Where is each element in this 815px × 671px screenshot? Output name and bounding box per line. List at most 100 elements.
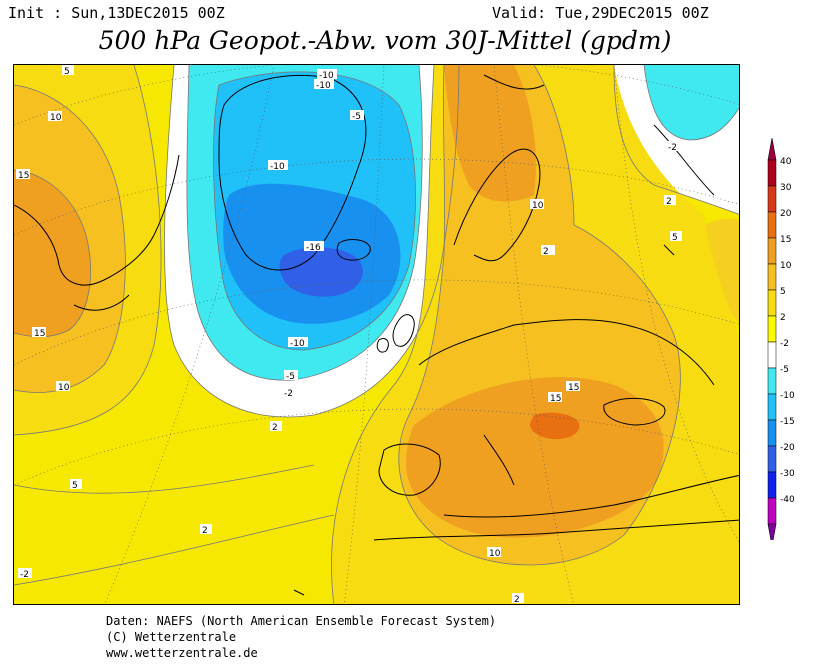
legend-top-arrow (767, 137, 777, 161)
legend-swatch (767, 471, 777, 499)
contour-label: 2 (664, 195, 676, 207)
legend-swatch (767, 315, 777, 343)
coastlines (14, 74, 739, 596)
contour-label: -5 (350, 110, 364, 122)
contour-label: -10 (268, 160, 288, 172)
contour-label: -2 (282, 387, 296, 399)
svg-text:-5: -5 (352, 112, 361, 122)
svg-text:-10: -10 (270, 162, 285, 172)
legend-swatch (767, 419, 777, 447)
valid-time-label: Valid: Tue,29DEC2015 00Z (492, 4, 709, 22)
contour-label: 2 (541, 245, 555, 257)
lat-lon-grid (14, 65, 739, 604)
contour-label: 15 (566, 381, 580, 393)
legend-label: -15 (780, 417, 795, 427)
contour-label: -10 (317, 69, 337, 81)
legend-label: 2 (780, 313, 786, 323)
svg-text:-2: -2 (668, 143, 677, 153)
svg-text:10: 10 (50, 113, 62, 123)
contour-label: 2 (200, 524, 212, 536)
anomaly-map-canvas: 5 10 15 15 10 2 5 2 -10 -10 -5 -10 -16 -… (14, 65, 739, 605)
svg-text:2: 2 (202, 526, 208, 536)
contour-label: 2 (270, 421, 282, 433)
contour-label: -10 (314, 79, 334, 91)
legend-swatch (767, 289, 777, 317)
legend-swatch (767, 185, 777, 213)
anomaly-field-minus-20 (279, 247, 363, 297)
legend-label: -10 (780, 391, 795, 401)
svg-text:5: 5 (672, 233, 678, 243)
anomaly-field-20-30-balkans (529, 412, 580, 440)
legend-swatch (767, 159, 777, 187)
data-source-credit: Daten: NAEFS (North American Ensemble Fo… (106, 614, 497, 628)
legend-swatch (767, 497, 777, 525)
svg-text:15: 15 (550, 394, 561, 404)
contour-labels: 5 10 15 15 10 2 5 2 -10 -10 -5 -10 -16 -… (16, 65, 682, 605)
legend-swatch (767, 341, 777, 369)
copyright-notice: (C) Wetterzentrale (106, 630, 237, 644)
legend-swatch (767, 263, 777, 291)
legend-label: -40 (780, 495, 795, 505)
contour-label: 15 (16, 169, 30, 181)
svg-text:2: 2 (666, 197, 672, 207)
svg-text:15: 15 (18, 171, 29, 181)
svg-text:2: 2 (543, 247, 549, 257)
contour-label: 2 (512, 593, 524, 605)
contour-label: 10 (530, 199, 544, 211)
website-url: www.wetterzentrale.de (106, 646, 258, 660)
contour-label: 10 (487, 547, 501, 559)
legend-label: 10 (780, 261, 792, 271)
contour-label: -5 (284, 370, 298, 382)
svg-text:-2: -2 (284, 389, 293, 399)
contour-label: 15 (548, 392, 562, 404)
svg-text:15: 15 (34, 329, 45, 339)
contour-label: 10 (48, 111, 62, 123)
legend-label: -2 (780, 339, 789, 349)
contour-label: 5 (70, 479, 82, 491)
init-time-label: Init : Sun,13DEC2015 00Z (8, 4, 225, 22)
svg-text:15: 15 (568, 383, 579, 393)
map-title: 500 hPa Geopot.-Abw. vom 30J-Mittel (gpd… (98, 26, 672, 55)
contour-label: 5 (62, 65, 74, 77)
svg-text:-10: -10 (316, 81, 331, 91)
anomaly-field-negative-ne (644, 65, 739, 140)
color-scale-legend: 40 30 20 15 10 5 2 -2 -5 -10 -15 -20 -30 -40 (767, 137, 795, 540)
svg-text:-10: -10 (319, 71, 334, 81)
svg-text:-16: -16 (306, 243, 321, 253)
contour-label: 5 (670, 231, 682, 243)
legend-swatch (767, 237, 777, 265)
svg-text:5: 5 (64, 67, 70, 77)
contour-label: -2 (18, 568, 32, 580)
contour-label: -10 (288, 337, 308, 349)
contour-label: 15 (32, 327, 46, 339)
svg-text:5: 5 (72, 481, 78, 491)
anomaly-field-15-20-south (405, 377, 664, 538)
svg-text:2: 2 (272, 423, 278, 433)
legend-label: -20 (780, 443, 795, 453)
svg-text:10: 10 (58, 383, 70, 393)
svg-text:-2: -2 (20, 570, 29, 580)
legend-bottom-arrow (767, 523, 777, 540)
legend-swatch (767, 445, 777, 473)
anomaly-field-5-10-east (704, 218, 739, 324)
anomaly-field-15-20-west (14, 170, 91, 337)
svg-text:10: 10 (532, 201, 544, 211)
contour-label: 10 (56, 381, 70, 393)
legend-swatch (767, 211, 777, 239)
legend-label: 20 (780, 209, 792, 219)
contour-label: -2 (666, 141, 680, 153)
legend-label: 40 (780, 157, 792, 167)
anomaly-map: 5 10 15 15 10 2 5 2 -10 -10 -5 -10 -16 -… (13, 64, 740, 605)
legend-label: -30 (780, 469, 795, 479)
legend-label: 15 (780, 235, 791, 245)
svg-text:-5: -5 (286, 372, 295, 382)
svg-text:2: 2 (514, 595, 520, 605)
legend-label: 5 (780, 287, 786, 297)
svg-text:10: 10 (489, 549, 501, 559)
legend-label: 30 (780, 183, 792, 193)
legend-label: -5 (780, 365, 789, 375)
svg-text:-10: -10 (290, 339, 305, 349)
legend-swatch (767, 393, 777, 421)
legend-swatch (767, 367, 777, 395)
anomaly-field-15-20-europe (444, 65, 536, 202)
